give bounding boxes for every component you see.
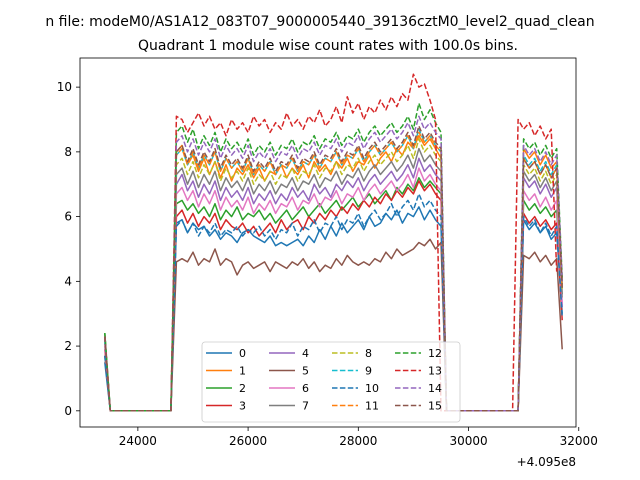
legend-label: 13 <box>428 365 442 378</box>
legend-label: 3 <box>239 400 246 413</box>
legend-label: 10 <box>365 382 379 395</box>
series-line-11 <box>104 131 563 412</box>
y-tick-label: 6 <box>64 210 72 224</box>
x-tick-label: 28000 <box>339 434 377 448</box>
legend-label: 15 <box>428 400 442 413</box>
chart-title: Quadrant 1 module wise count rates with … <box>138 38 518 54</box>
chart-suptitle: n file: modeM0/AS1A12_083T07_9000005440_… <box>45 14 594 30</box>
y-tick-label: 0 <box>64 404 72 418</box>
y-tick-label: 8 <box>64 145 72 159</box>
legend-label: 6 <box>302 382 309 395</box>
legend-label: 11 <box>365 400 379 413</box>
series-line-14 <box>104 115 563 412</box>
y-axis: 0 2 4 6 8 10 <box>57 80 80 418</box>
legend-label: 12 <box>428 347 442 360</box>
y-tick-label: 10 <box>57 80 72 94</box>
legend-label: 9 <box>365 365 372 378</box>
legend-label: 4 <box>302 347 309 360</box>
x-tick-label: 26000 <box>229 434 267 448</box>
x-axis: 24000 26000 28000 30000 32000 <box>119 427 598 448</box>
legend-label: 1 <box>239 365 246 378</box>
series-line-12 <box>104 102 563 412</box>
legend-label: 0 <box>239 347 246 360</box>
x-offset-label: +4.095e8 <box>517 455 576 469</box>
plot-area <box>104 73 563 412</box>
x-tick-label: 24000 <box>119 434 157 448</box>
legend-label: 7 <box>302 400 309 413</box>
x-tick-label: 30000 <box>449 434 487 448</box>
y-tick-label: 2 <box>64 339 72 353</box>
series-line-15 <box>104 125 563 412</box>
plot-frame <box>79 57 577 428</box>
legend-label: 5 <box>302 365 309 378</box>
legend-label: 14 <box>428 382 442 395</box>
y-tick-label: 4 <box>64 274 72 288</box>
x-tick-label: 32000 <box>560 434 598 448</box>
legend-label: 2 <box>239 382 246 395</box>
legend-label: 8 <box>365 347 372 360</box>
legend-box <box>201 341 461 423</box>
